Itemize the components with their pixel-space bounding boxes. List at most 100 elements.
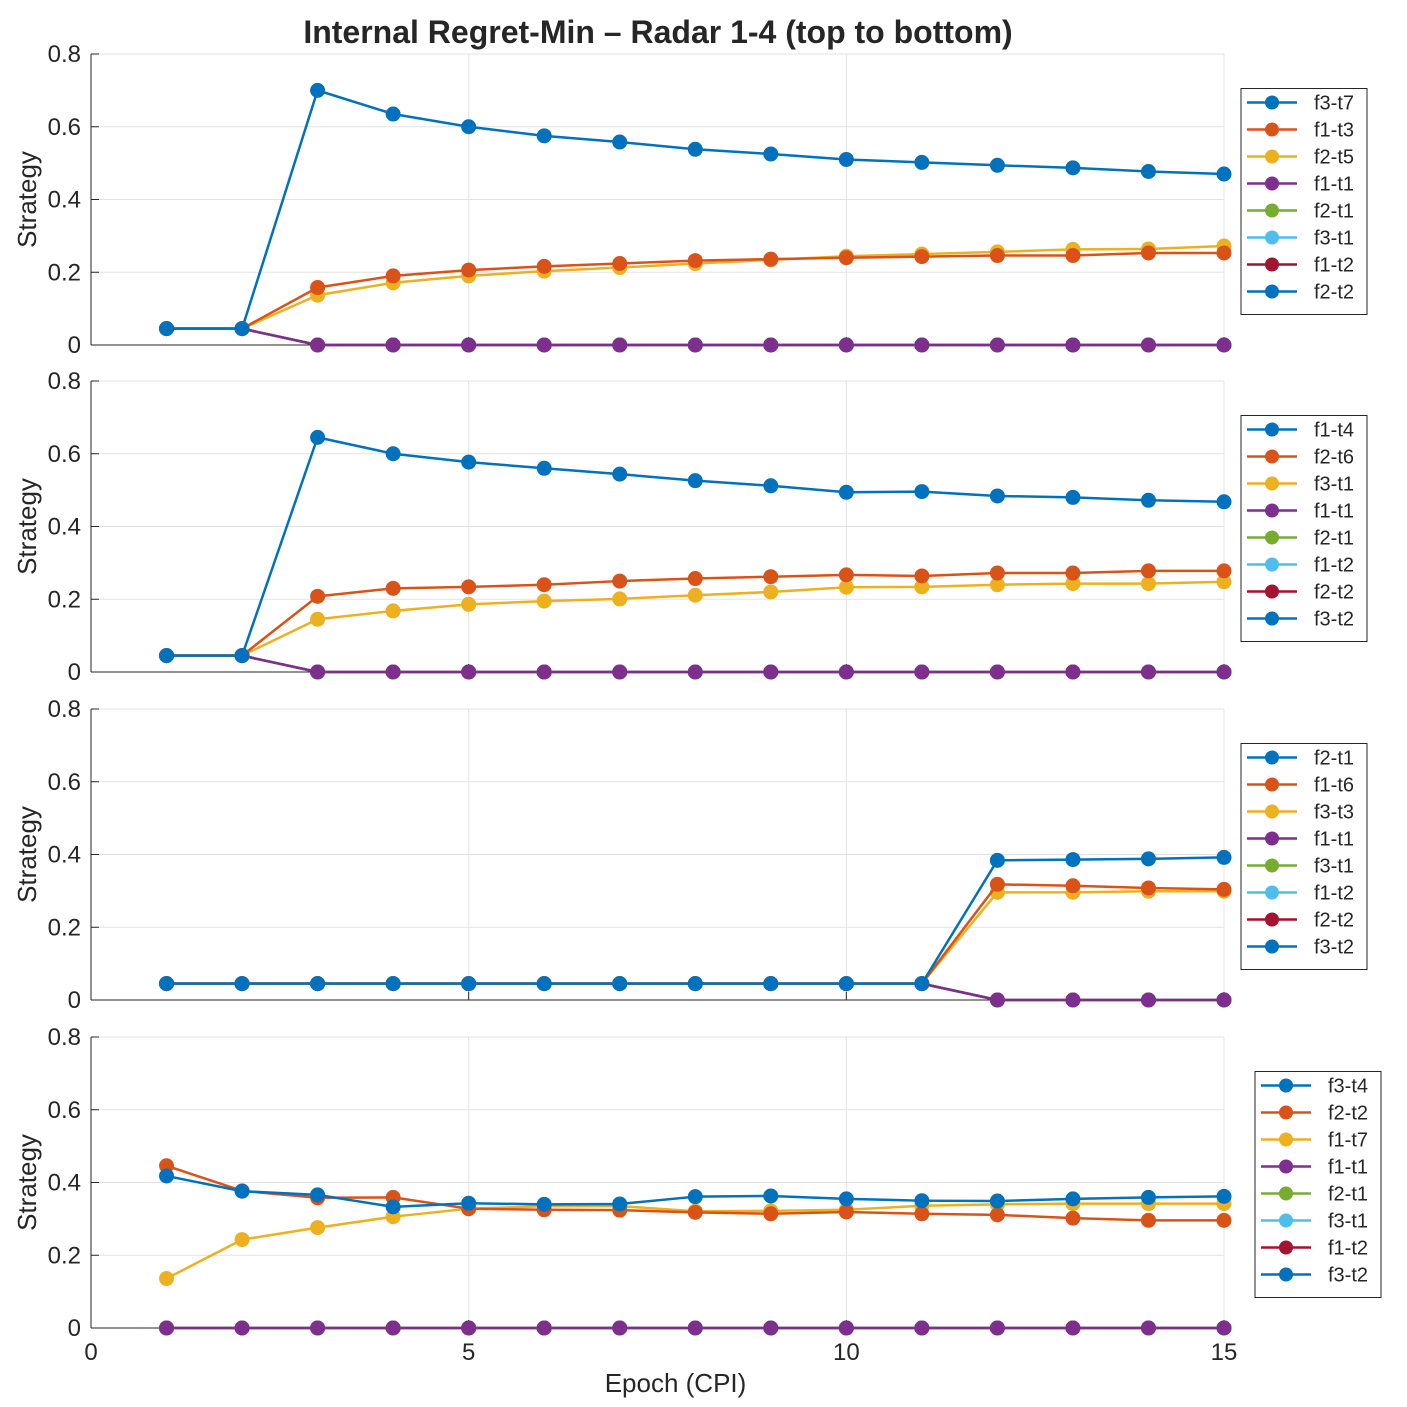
subplot-radar-3: 0 0.2 0.4 0.6 0.8 Strategy f2-t1 f1-t6 f3-t3 f1-t… bbox=[12, 696, 1368, 1014]
data-point bbox=[1216, 1212, 1232, 1228]
x-tick-label: 5 bbox=[462, 1339, 475, 1366]
data-point bbox=[1216, 563, 1232, 579]
data-point bbox=[461, 1195, 477, 1211]
legend-label: f2-t1 bbox=[1314, 528, 1354, 550]
data-point bbox=[1216, 849, 1232, 865]
data-point bbox=[914, 249, 930, 265]
series-f1-t4 bbox=[159, 429, 1232, 664]
legend-marker bbox=[1279, 1240, 1293, 1255]
data-point bbox=[763, 146, 779, 162]
data-point bbox=[1065, 1210, 1081, 1226]
data-point bbox=[310, 337, 326, 353]
legend-label: f3-t7 bbox=[1314, 93, 1354, 115]
data-point bbox=[838, 567, 854, 583]
y-tick-label: 0.2 bbox=[48, 259, 81, 286]
data-point bbox=[763, 976, 779, 992]
data-point bbox=[838, 1191, 854, 1207]
data-point bbox=[687, 253, 703, 269]
data-point bbox=[838, 664, 854, 680]
legend: f1-t4 f2-t6 f3-t1 f1-t1 f2-t1 f1-t2 f2-t2 f3-t2 bbox=[1240, 415, 1368, 642]
legend-label: f2-t2 bbox=[1314, 282, 1354, 304]
y-tick-label: 0.8 bbox=[48, 41, 81, 68]
legend-label: f3-t3 bbox=[1314, 802, 1354, 824]
data-point bbox=[1065, 337, 1081, 353]
data-point bbox=[989, 664, 1005, 680]
legend-label: f1-t4 bbox=[1314, 420, 1354, 442]
data-point bbox=[159, 1168, 175, 1184]
y-tick-label: 0 bbox=[68, 987, 81, 1014]
legend-label: f1-t1 bbox=[1314, 501, 1354, 523]
y-tick-label: 0.6 bbox=[48, 1097, 81, 1124]
y-tick-label: 0.6 bbox=[48, 769, 81, 796]
data-point bbox=[1065, 1191, 1081, 1207]
data-point bbox=[989, 1207, 1005, 1223]
figure-title: Internal Regret-Min – Radar 1-4 (top to … bbox=[303, 14, 1012, 50]
data-point bbox=[838, 1320, 854, 1336]
x-tick-label: 15 bbox=[1211, 1339, 1238, 1366]
data-point bbox=[461, 976, 477, 992]
data-point bbox=[687, 1320, 703, 1336]
x-tick-label: 0 bbox=[84, 1339, 97, 1366]
y-tick-label: 0 bbox=[68, 332, 81, 359]
legend-box bbox=[1240, 88, 1368, 315]
legend-box bbox=[1240, 415, 1368, 642]
legend-label: f3-t2 bbox=[1328, 1265, 1368, 1287]
data-point bbox=[310, 611, 326, 627]
legend-marker bbox=[1279, 1186, 1293, 1201]
data-point bbox=[989, 992, 1005, 1008]
data-point bbox=[385, 1199, 401, 1215]
data-point bbox=[1216, 664, 1232, 680]
data-point bbox=[687, 337, 703, 353]
data-point bbox=[310, 280, 326, 296]
data-point bbox=[159, 976, 175, 992]
legend-marker bbox=[1265, 885, 1279, 900]
data-point bbox=[310, 429, 326, 445]
data-point bbox=[1140, 245, 1156, 261]
data-point bbox=[612, 256, 628, 272]
legend-marker bbox=[1279, 1159, 1293, 1174]
data-point bbox=[461, 454, 477, 470]
legend-marker bbox=[1265, 557, 1279, 572]
legend-marker bbox=[1265, 230, 1279, 245]
legend-label: f1-t2 bbox=[1328, 1238, 1368, 1260]
data-point bbox=[536, 258, 552, 274]
y-tick-label: 0.4 bbox=[48, 187, 81, 214]
legend-label: f1-t7 bbox=[1328, 1130, 1368, 1152]
data-point bbox=[159, 648, 175, 664]
legend-label: f3-t1 bbox=[1328, 1211, 1368, 1233]
y-tick-label: 0.6 bbox=[48, 114, 81, 141]
data-point bbox=[1140, 1189, 1156, 1205]
y-tick-label: 0 bbox=[68, 659, 81, 686]
legend-marker bbox=[1279, 1132, 1293, 1147]
data-point bbox=[687, 664, 703, 680]
data-point bbox=[763, 569, 779, 585]
data-point bbox=[914, 568, 930, 584]
data-point bbox=[536, 1196, 552, 1212]
y-tick-label: 0.2 bbox=[48, 1242, 81, 1269]
legend-label: f2-t1 bbox=[1314, 748, 1354, 770]
data-point bbox=[1140, 337, 1156, 353]
subplot-grid: 0 0.2 0.4 0.6 0.8 Strategy f3-t7 f1-t3 f2-t5 f1-t… bbox=[12, 41, 1382, 1398]
y-tick-label: 0.4 bbox=[48, 1170, 81, 1197]
data-point bbox=[385, 337, 401, 353]
data-point bbox=[914, 976, 930, 992]
data-point bbox=[612, 134, 628, 150]
data-point bbox=[612, 1320, 628, 1336]
legend-label: f3-t1 bbox=[1314, 856, 1354, 878]
data-point bbox=[461, 262, 477, 278]
legend-box bbox=[1254, 1071, 1382, 1298]
data-point bbox=[1065, 664, 1081, 680]
data-point bbox=[914, 484, 930, 500]
data-point bbox=[159, 1320, 175, 1336]
legend: f3-t7 f1-t3 f2-t5 f1-t1 f2-t1 f3-t1 f1-t2 f2-t2 bbox=[1240, 88, 1368, 315]
data-point bbox=[612, 1196, 628, 1212]
data-point bbox=[1065, 248, 1081, 264]
y-tick-label: 0.8 bbox=[48, 696, 81, 723]
legend-label: f1-t1 bbox=[1314, 829, 1354, 851]
data-point bbox=[461, 1320, 477, 1336]
subplot-radar-4: 0 0.2 0.4 0.6 0.8 0 5 10 15 Strategy Epoch (CPI) f3… bbox=[12, 1024, 1382, 1398]
data-point bbox=[1216, 881, 1232, 897]
data-point bbox=[763, 584, 779, 600]
legend-marker bbox=[1265, 257, 1279, 272]
subplot-radar-1: 0 0.2 0.4 0.6 0.8 Strategy f3-t7 f1-t3 f2-t5 f1-t… bbox=[12, 41, 1368, 359]
